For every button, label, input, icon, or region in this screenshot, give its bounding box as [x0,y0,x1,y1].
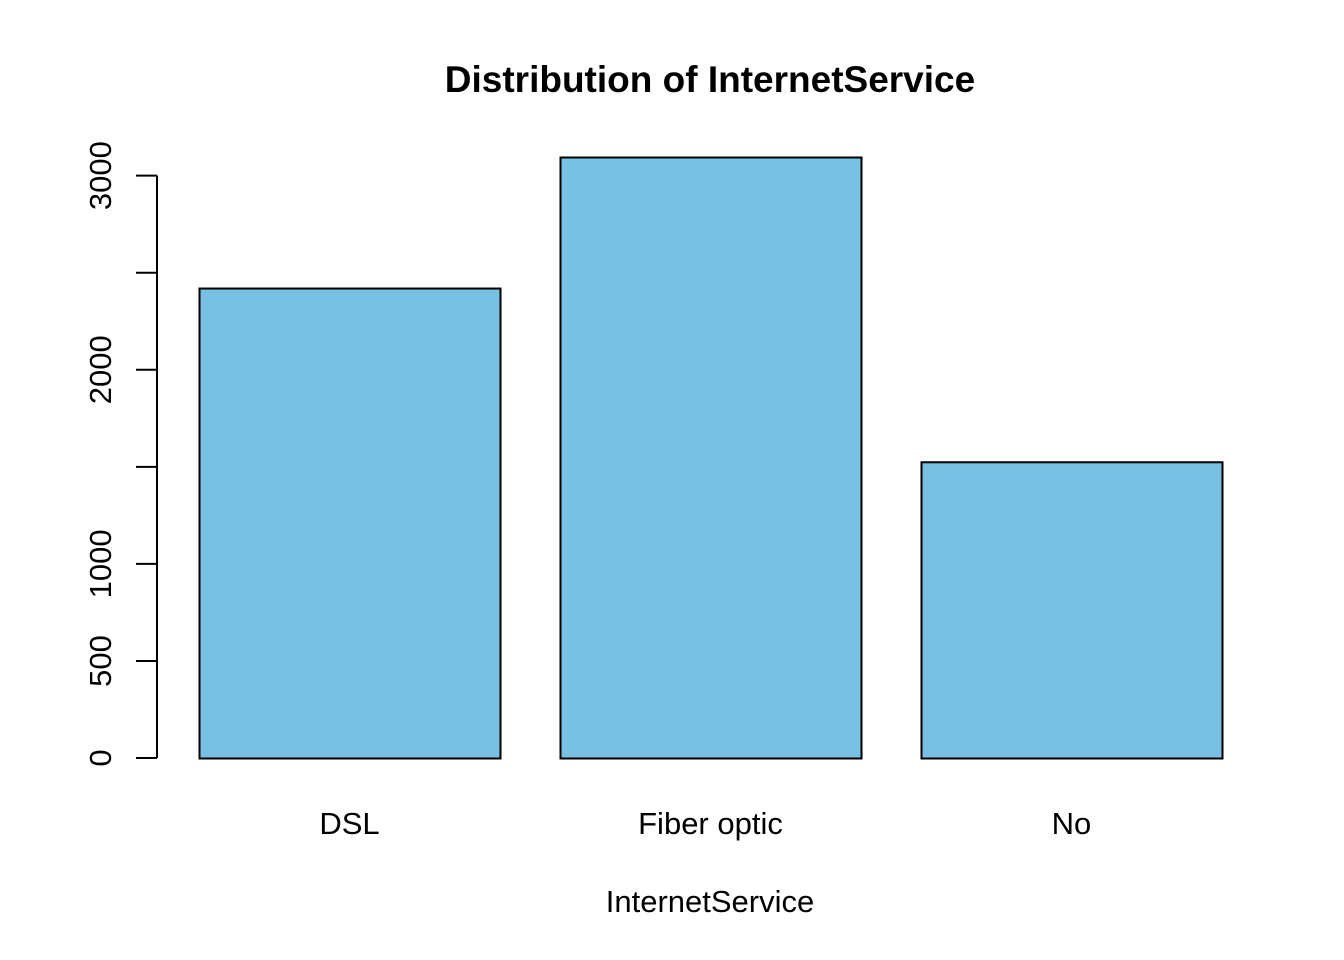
bars-group [198,156,1224,760]
bar-no [920,461,1224,760]
chart-title: Distribution of InternetService [445,59,975,100]
y-tick-label: 500 [83,635,118,687]
bar-fiber-optic [559,156,863,760]
x-category-labels: DSL Fiber optic No [319,806,1091,841]
y-tick-label: 1000 [83,529,118,598]
x-tick-label: DSL [319,806,379,841]
y-tick-label: 2000 [83,335,118,404]
y-axis: 0 500 1000 2000 3000 [83,141,158,767]
x-tick-label: Fiber optic [638,806,783,841]
bar-dsl [198,287,502,760]
y-tick-label: 0 [83,749,118,766]
x-tick-label: No [1052,806,1092,841]
y-tick-label: 3000 [83,141,118,210]
x-axis-label: InternetService [606,884,815,919]
